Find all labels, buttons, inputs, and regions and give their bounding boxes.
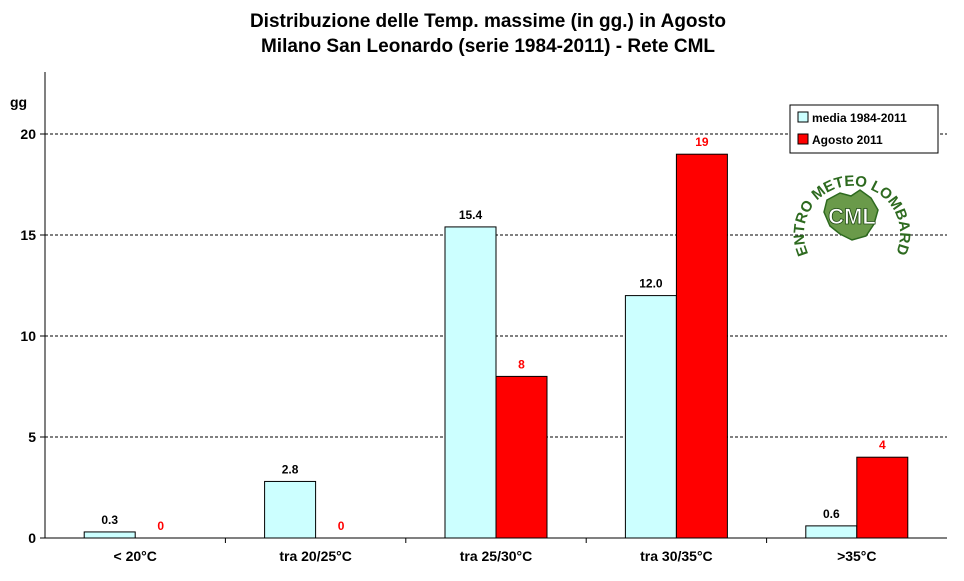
logo-region-shape: [823, 189, 879, 241]
legend: media 1984-2011 Agosto 2011: [789, 104, 939, 154]
category-label-0: < 20°C: [114, 548, 157, 564]
data-label-media-0: 0.3: [101, 513, 118, 527]
data-label-media-2: 15.4: [459, 208, 483, 222]
category-labels: < 20°C tra 20/25°C tra 25/30°C tra 30/35°C >…: [114, 538, 877, 564]
data-label-agosto-4: 4: [879, 438, 886, 452]
data-label-agosto-0: 0: [157, 519, 164, 533]
y-tick-label-2: 10: [20, 328, 36, 344]
data-label-media-1: 2.8: [282, 462, 299, 476]
data-label-agosto-1: 0: [338, 519, 345, 533]
data-labels: 0.3 0 2.8 0 15.4 8 12.0 19 0.6 4: [101, 135, 886, 533]
data-label-media-3: 12.0: [639, 277, 663, 291]
legend-label-media: media 1984-2011: [812, 111, 907, 125]
y-tick-label-1: 5: [28, 429, 36, 445]
bars: [83, 153, 909, 539]
bar-agosto-4: [856, 456, 909, 539]
chart-title-line-2: Milano San Leonardo (serie 1984-2011) - …: [261, 36, 715, 57]
legend-box: [789, 104, 939, 154]
y-tick-label-4: 20: [20, 126, 36, 142]
logo-center-text: CML: [828, 204, 876, 229]
category-label-4: >35°C: [837, 548, 876, 564]
legend-swatch-media: [797, 111, 809, 123]
bar-media-3: [624, 295, 677, 539]
bar-agosto-3: [675, 153, 728, 539]
legend-swatch-agosto: [797, 133, 809, 145]
y-axis-label: gg: [10, 94, 27, 110]
bar-media-0: [83, 531, 136, 539]
bar-agosto-2: [495, 375, 548, 539]
y-tick-label-3: 15: [20, 227, 36, 243]
bar-media-2: [444, 226, 497, 539]
data-label-agosto-3: 19: [695, 135, 709, 149]
bar-media-4: [805, 525, 858, 539]
y-tick-labels: 0 5 10 15 20: [20, 126, 45, 546]
category-label-2: tra 25/30°C: [460, 548, 533, 564]
chart-title-line-1: Distribuzione delle Temp. massime (in gg…: [250, 11, 726, 32]
category-label-1: tra 20/25°C: [279, 548, 352, 564]
legend-label-agosto: Agosto 2011: [812, 133, 883, 147]
category-label-3: tra 30/35°C: [640, 548, 713, 564]
data-label-agosto-2: 8: [518, 357, 525, 371]
data-label-media-4: 0.6: [823, 507, 840, 521]
bar-media-1: [264, 480, 317, 539]
y-tick-label-0: 0: [28, 530, 36, 546]
